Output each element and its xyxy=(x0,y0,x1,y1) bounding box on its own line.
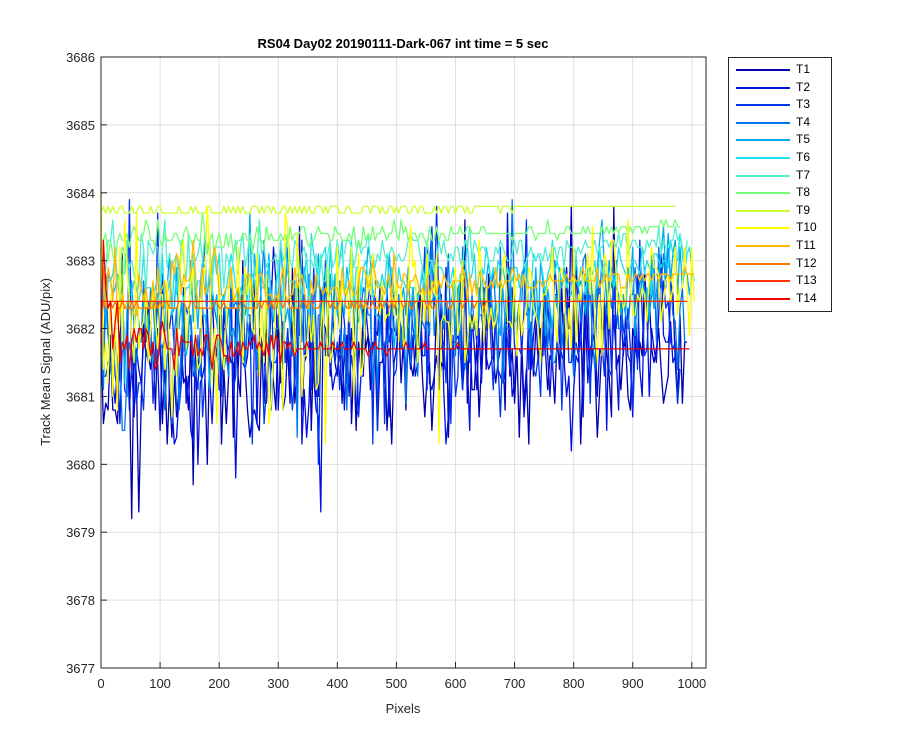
legend-item-t10: T10 xyxy=(729,219,833,236)
x-tick-label: 800 xyxy=(563,676,585,691)
x-tick-label: 900 xyxy=(622,676,644,691)
legend-swatch xyxy=(736,139,790,142)
x-tick-label: 400 xyxy=(326,676,348,691)
chart-title: RS04 Day02 20190111-Dark-067 int time = … xyxy=(258,36,549,51)
x-tick-label: 100 xyxy=(149,676,171,691)
legend-label: T5 xyxy=(796,132,811,147)
y-tick-label: 3683 xyxy=(66,254,95,269)
legend-swatch xyxy=(736,209,790,212)
legend: T1 T2 T3 T4 T5 T6 T7 T8 T9 T10 T11 T12 T13 T14 xyxy=(728,57,832,312)
x-tick-label: 300 xyxy=(267,676,289,691)
legend-swatch xyxy=(736,262,790,265)
legend-label: T6 xyxy=(796,150,811,164)
legend-swatch xyxy=(736,174,790,177)
legend-item-t2: T2 xyxy=(729,79,833,96)
y-tick-label: 3682 xyxy=(66,322,95,337)
legend-item-t3: T3 xyxy=(729,96,833,113)
y-tick-label: 3677 xyxy=(66,661,95,676)
y-tick-label: 3678 xyxy=(66,593,95,608)
legend-label: T8 xyxy=(796,185,811,200)
legend-swatch xyxy=(736,280,790,283)
legend-label: T9 xyxy=(796,202,811,217)
legend-item-t9: T9 xyxy=(729,202,833,219)
legend-swatch xyxy=(736,104,790,107)
legend-swatch xyxy=(736,157,790,159)
legend-label: T4 xyxy=(796,114,811,129)
legend-label: T12 xyxy=(796,255,817,270)
x-tick-label: 700 xyxy=(504,676,526,691)
y-tick-label: 3679 xyxy=(66,525,95,540)
x-tick-label: 600 xyxy=(445,676,467,691)
legend-label: T14 xyxy=(796,290,817,305)
legend-swatch xyxy=(736,227,790,230)
x-tick-label: 500 xyxy=(386,676,408,691)
x-axis-label: Pixels xyxy=(386,701,421,716)
y-tick-label: 3685 xyxy=(66,118,95,133)
series-line-t8 xyxy=(100,212,680,302)
legend-label: T7 xyxy=(796,167,811,182)
legend-item-t13: T13 xyxy=(729,272,833,289)
y-axis-label: Track Mean Signal (ADU/pix) xyxy=(38,278,53,446)
x-tick-label: 1000 xyxy=(677,676,706,691)
y-tick-label: 3681 xyxy=(66,389,95,404)
legend-item-t7: T7 xyxy=(729,167,833,184)
legend-label: T13 xyxy=(796,273,817,288)
series-line-t2 xyxy=(100,212,680,513)
legend-swatch xyxy=(736,121,790,124)
y-tick-label: 3684 xyxy=(66,186,95,201)
legend-item-t12: T12 xyxy=(729,255,833,272)
legend-item-t1: T1 xyxy=(729,61,833,78)
legend-swatch xyxy=(736,297,790,300)
series-line-t10 xyxy=(100,192,695,445)
series-line-t11 xyxy=(100,239,695,323)
legend-item-t4: T4 xyxy=(729,114,833,131)
plot-border xyxy=(100,56,707,669)
legend-item-t14: T14 xyxy=(729,290,833,307)
legend-item-t8: T8 xyxy=(729,184,833,201)
legend-swatch xyxy=(736,69,790,71)
x-tick-label: 200 xyxy=(208,676,230,691)
legend-swatch xyxy=(736,192,790,195)
legend-label: T10 xyxy=(796,220,817,235)
series-layer xyxy=(100,192,695,520)
legend-item-t5: T5 xyxy=(729,131,833,148)
series-line-t6 xyxy=(100,232,695,343)
legend-item-t6: T6 xyxy=(729,149,833,166)
y-tick-label: 3686 xyxy=(66,50,95,65)
legend-label: T2 xyxy=(796,79,811,94)
legend-swatch xyxy=(736,86,790,89)
x-tick-label: 0 xyxy=(97,676,104,691)
legend-label: T1 xyxy=(796,62,811,76)
y-tick-label: 3680 xyxy=(66,457,95,472)
legend-label: T3 xyxy=(796,97,811,112)
legend-label: T11 xyxy=(796,238,816,252)
series-line-t14 xyxy=(100,239,690,370)
axes: 0 100 200 300 400 500 600 700 800 900 1000 3677 3678… xyxy=(66,50,706,691)
series-line-t9 xyxy=(100,205,676,214)
legend-item-t11: T11 xyxy=(729,237,833,254)
legend-swatch xyxy=(736,245,790,247)
